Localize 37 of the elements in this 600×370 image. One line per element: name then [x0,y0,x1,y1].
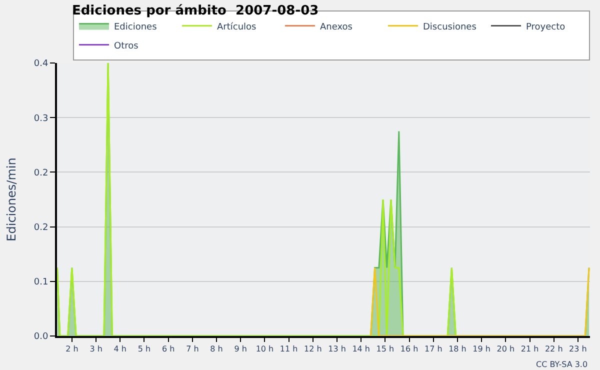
x-tick-label: 3 h [90,344,102,354]
legend-label: Ediciones [114,22,158,32]
x-tick-label: 11 h [280,344,298,354]
legend-label: Otros [114,41,139,52]
x-tick-label: 15 h [376,344,394,354]
legend-label: Proyecto [526,22,566,32]
y-tick-label: 0.4 [34,59,48,70]
legend-label: Anexos [320,22,353,32]
y-tick-label: 0.3 [34,114,48,124]
x-tick-label: 8 h [210,344,223,354]
y-tick-label: 0.1 [34,278,48,288]
text: CC BY-SA 3.0 [536,360,588,369]
x-tick-label: 19 h [472,344,490,354]
y-axis-title: Ediciones/min [4,158,19,242]
y-tick-label: 0.0 [34,332,48,342]
x-tick-label: 4 h [114,344,126,354]
x-tick-label: 12 h [304,344,322,354]
legend-label: Artículos [217,21,257,32]
chart-title: Ediciones por ámbito 2007-08-03 [72,4,319,19]
x-tick-label: 7 h [186,344,199,354]
x-tick-label: 17 h [424,344,442,354]
legend-label: Discusiones [423,22,477,32]
x-tick-label: 14 h [352,344,370,354]
x-tick-label: 21 h [520,344,539,354]
y-tick-label: 0.2 [34,222,48,233]
x-tick-label: 23 h [569,344,587,354]
x-tick-label: 13 h [328,344,346,354]
x-tick-label: 18 h [448,344,466,354]
x-tick-label: 2 h [66,344,78,354]
x-tick-label: 16 h [400,344,418,354]
y-tick-label: 0.2 [34,168,48,178]
x-tick-label: 10 h [256,344,274,354]
x-tick-label: 5 h [138,344,151,354]
x-tick-label: 9 h [234,344,247,354]
x-tick-label: 6 h [162,344,175,354]
x-tick-label: 20 h [496,344,515,354]
x-tick-label: 22 h [544,344,563,354]
